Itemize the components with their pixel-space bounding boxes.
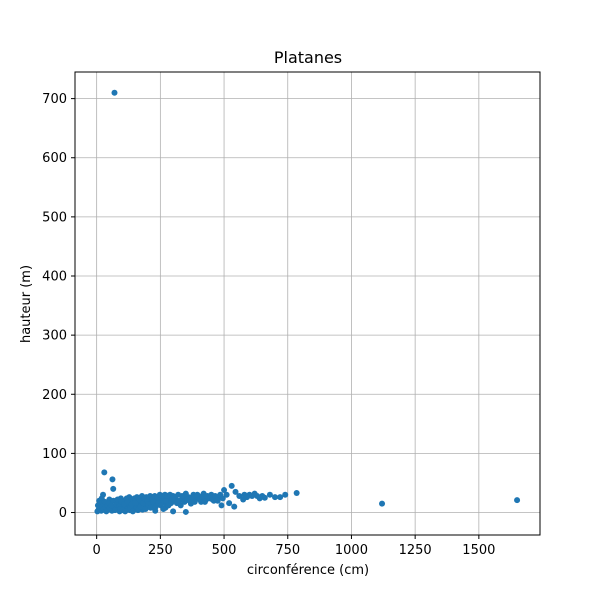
data-point bbox=[226, 500, 233, 507]
y-tick-label: 600 bbox=[42, 151, 67, 166]
data-point bbox=[147, 504, 154, 511]
y-axis-label: hauteur (m) bbox=[19, 265, 34, 343]
data-point bbox=[266, 491, 273, 498]
x-tick-label: 1250 bbox=[399, 543, 432, 558]
data-point bbox=[168, 500, 175, 507]
x-tick-label: 500 bbox=[212, 543, 237, 558]
data-point bbox=[110, 485, 117, 492]
data-points bbox=[94, 89, 521, 515]
data-point bbox=[179, 492, 186, 499]
data-point bbox=[191, 498, 198, 505]
data-point bbox=[182, 508, 189, 515]
data-point bbox=[109, 476, 116, 483]
y-tick-label: 0 bbox=[59, 506, 67, 521]
data-point bbox=[243, 494, 250, 501]
data-point bbox=[189, 494, 196, 501]
data-point bbox=[126, 494, 133, 501]
data-point bbox=[223, 491, 230, 498]
data-point bbox=[277, 494, 284, 501]
data-point bbox=[231, 503, 238, 510]
data-point bbox=[218, 502, 225, 509]
x-tick-label: 0 bbox=[93, 543, 101, 558]
data-point bbox=[122, 508, 129, 515]
data-point bbox=[169, 495, 176, 502]
data-point bbox=[201, 498, 208, 505]
y-axis-ticks: 0 100 200 300 400 500 600 700 bbox=[42, 92, 75, 521]
data-point bbox=[221, 487, 228, 494]
data-point bbox=[249, 492, 256, 499]
data-point bbox=[514, 497, 521, 504]
x-tick-label: 750 bbox=[275, 543, 300, 558]
data-point bbox=[101, 469, 108, 476]
data-point bbox=[112, 507, 119, 514]
data-point bbox=[379, 500, 386, 507]
data-point bbox=[132, 500, 139, 507]
y-tick-label: 500 bbox=[42, 210, 67, 225]
y-tick-label: 100 bbox=[42, 447, 67, 462]
y-tick-label: 400 bbox=[42, 270, 67, 285]
data-point bbox=[236, 492, 243, 499]
grid bbox=[75, 72, 540, 535]
data-point bbox=[111, 89, 118, 96]
data-point bbox=[160, 505, 167, 512]
data-point bbox=[212, 492, 219, 499]
data-point bbox=[282, 491, 289, 498]
data-point bbox=[162, 497, 169, 504]
data-point bbox=[176, 497, 183, 504]
plot-frame bbox=[74, 71, 541, 536]
chart-title: Platanes bbox=[274, 48, 342, 67]
data-point bbox=[232, 488, 239, 495]
x-tick-label: 250 bbox=[148, 543, 173, 558]
data-point bbox=[150, 498, 157, 505]
data-point bbox=[261, 494, 268, 501]
data-point bbox=[256, 495, 263, 502]
x-tick-label: 1500 bbox=[462, 543, 495, 558]
x-axis-label: circonférence (cm) bbox=[247, 563, 369, 578]
data-point bbox=[219, 495, 226, 502]
y-tick-label: 300 bbox=[42, 329, 67, 344]
x-axis-ticks: 0 250 500 750 1000 1250 1500 bbox=[93, 535, 495, 558]
y-tick-label: 200 bbox=[42, 388, 67, 403]
data-point bbox=[170, 508, 177, 515]
y-tick-label: 700 bbox=[42, 92, 67, 107]
data-point bbox=[272, 494, 279, 501]
data-point bbox=[194, 491, 201, 498]
data-point bbox=[199, 494, 206, 501]
data-point bbox=[214, 497, 221, 504]
data-point bbox=[108, 502, 115, 509]
data-point bbox=[129, 508, 136, 515]
data-point bbox=[142, 505, 149, 512]
x-tick-label: 1000 bbox=[335, 543, 368, 558]
data-point bbox=[228, 482, 235, 489]
data-point bbox=[293, 490, 300, 497]
